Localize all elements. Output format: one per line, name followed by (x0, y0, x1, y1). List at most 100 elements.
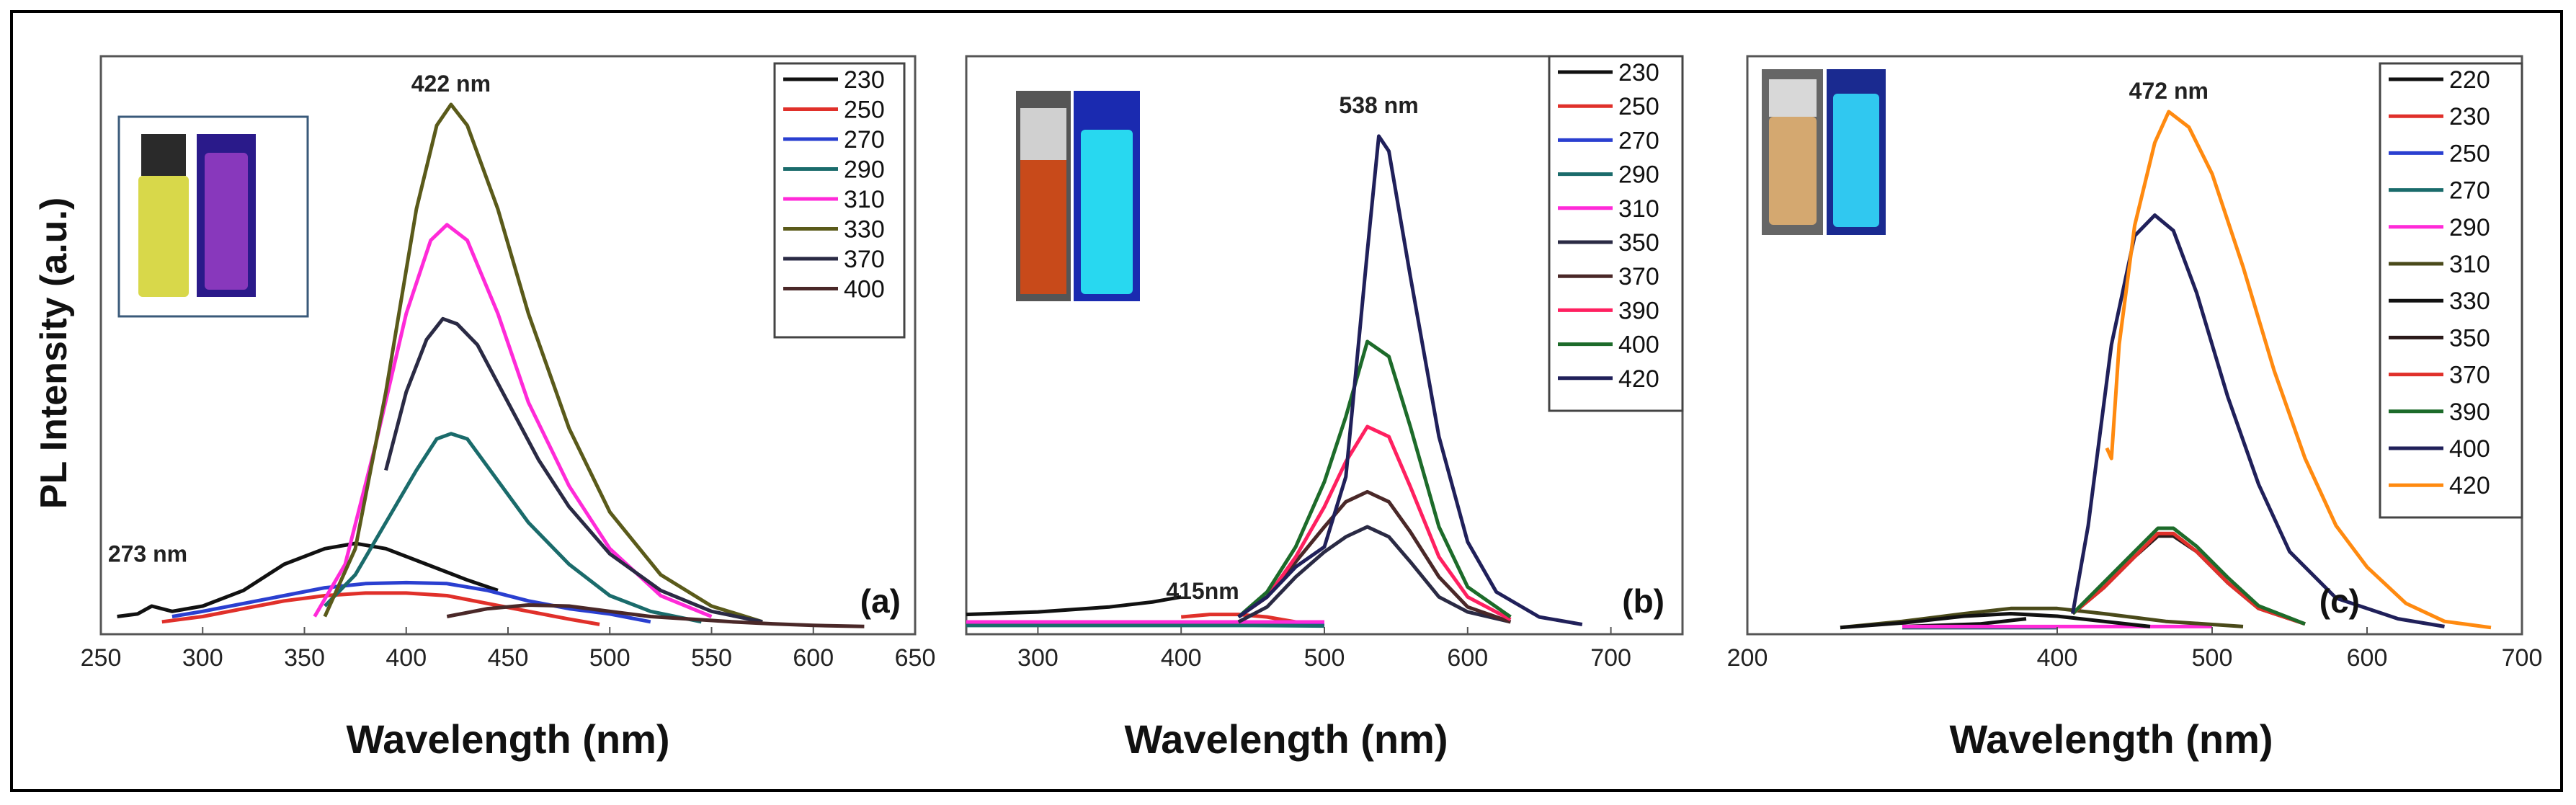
x-tick-label: 600 (793, 644, 834, 672)
legend-entry: 370 (844, 246, 885, 273)
x-tick-label: 650 (895, 644, 936, 672)
panel-b-inset (1016, 91, 1140, 301)
x-tick-label: 700 (2502, 644, 2543, 672)
peak-label: 538 nm (1339, 92, 1418, 118)
peak-label: 415nm (1166, 578, 1239, 604)
peak-label: 273 nm (108, 541, 187, 567)
legend-entry: 390 (2449, 399, 2490, 426)
x-tick-label: 700 (1590, 644, 1631, 672)
vial-yellow (138, 176, 189, 297)
legend-entry: 330 (844, 216, 885, 244)
x-tick-label: 500 (1304, 644, 1345, 672)
legend-entry: 220 (2449, 66, 2490, 94)
series-line-230 (117, 541, 499, 618)
series-line-390 (1237, 424, 1512, 621)
peak-label: 422 nm (411, 71, 491, 97)
series-line-250 (161, 591, 600, 626)
legend-entry: 310 (2449, 251, 2490, 278)
panel-a-xlabel: Wavelength (nm) (346, 716, 669, 762)
panel-b-xlabel: Wavelength (nm) (1124, 716, 1448, 762)
x-tick-label: 600 (2347, 644, 2388, 672)
vial-light-blue (1833, 94, 1879, 227)
legend-entry: 290 (2449, 214, 2490, 241)
series-line-330 (1840, 612, 2151, 630)
x-tick-label: 600 (1447, 644, 1488, 672)
vial-cap (141, 134, 186, 176)
series-line-400 (2071, 213, 2445, 628)
legend-entry: 370 (1618, 263, 1659, 290)
y-axis-label: PL Intensity (a.u.) (33, 197, 75, 509)
x-tick-label: 500 (2192, 644, 2233, 672)
x-tick-label: 300 (1017, 644, 1059, 672)
legend-entry: 250 (844, 97, 885, 124)
legend-entry: 270 (2449, 177, 2490, 205)
panel-c: 472 nm 200 400 500 600 700 Wavelength (nm) (… (1727, 55, 2543, 762)
figure-frame (10, 10, 2563, 792)
legend-entry: 400 (844, 276, 885, 303)
legend-entry: 350 (1618, 229, 1659, 257)
legend-entry: 350 (2449, 324, 2490, 352)
series-line-370 (1237, 489, 1512, 624)
panel-b: 538 nm 415nm 300 400 500 600 700 Wavelength (… (965, 55, 1684, 762)
legend-entry: 250 (1618, 93, 1659, 120)
panel-a: 422 nm 273 nm 250 300 350 400 450 500 550 600 650… (81, 55, 936, 762)
legend-entry: 310 (844, 186, 885, 213)
legend-entry: 230 (2449, 103, 2490, 130)
legend-entry: 400 (2449, 435, 2490, 463)
legend-entry: 250 (2449, 140, 2490, 167)
vial-amber (1769, 117, 1817, 225)
panel-c-legend: 220 230 250 270 290 310 330 350 370 390 400 420 (2379, 62, 2523, 519)
legend-entry: 270 (844, 126, 885, 154)
panel-a-marks: 422 nm 273 nm (108, 71, 865, 628)
x-tick-label: 500 (589, 644, 630, 672)
legend-entry: 420 (2449, 472, 2490, 499)
vial-orange (1020, 160, 1066, 294)
x-tick-label: 550 (691, 644, 732, 672)
x-tick-label: 250 (81, 644, 122, 672)
panel-b-letter: (b) (1622, 582, 1664, 620)
panel-b-legend: 230 250 270 290 310 350 370 390 400 420 (1548, 55, 1684, 412)
series-line-310 (313, 223, 713, 618)
vial-b-cap (1020, 108, 1066, 160)
legend-entry: 420 (1618, 365, 1659, 393)
panel-c-letter: (c) (2319, 582, 2360, 620)
legend-box (2379, 62, 2523, 519)
series-line-350 (1237, 525, 1511, 624)
panel-a-ticks: 250 300 350 400 450 500 550 600 650 (81, 627, 936, 672)
legend-entry: 310 (1618, 195, 1659, 223)
panel-b-ticks: 300 400 500 600 700 (1017, 627, 1631, 672)
panel-a-inset (117, 115, 309, 318)
series-line-420 (2105, 110, 2492, 630)
x-tick-label: 200 (1727, 644, 1768, 672)
peak-label: 472 nm (2129, 78, 2209, 104)
legend-entry: 290 (844, 156, 885, 184)
series-line-400 (1237, 339, 1512, 619)
panel-a-letter: (a) (860, 582, 901, 620)
panel-c-inset (1762, 69, 1886, 235)
series-line-400 (446, 603, 865, 628)
series-line-290 (324, 432, 702, 624)
panel-c-ticks: 200 400 500 600 700 (1727, 627, 2543, 672)
x-tick-label: 300 (182, 644, 223, 672)
series-line-390 (2071, 526, 2306, 626)
x-tick-label: 400 (1161, 644, 1202, 672)
x-tick-label: 400 (385, 644, 427, 672)
legend-box (1548, 55, 1684, 412)
series-line-270 (171, 580, 651, 624)
series-line-370 (384, 316, 763, 624)
x-tick-label: 450 (488, 644, 529, 672)
series-line-330 (323, 102, 763, 624)
x-tick-label: 350 (284, 644, 325, 672)
series-line-230 (966, 595, 1182, 617)
legend-entry: 270 (1618, 127, 1659, 154)
panel-c-xlabel: Wavelength (nm) (1949, 716, 2273, 762)
panel-b-marks: 538 nm 415nm (966, 92, 1583, 628)
vial-purple (205, 153, 248, 290)
x-tick-label: 400 (2037, 644, 2078, 672)
legend-entry: 330 (2449, 288, 2490, 315)
legend-entry: 390 (1618, 297, 1659, 324)
panel-c-marks: 472 nm (1840, 78, 2492, 630)
series-line-420 (1237, 134, 1583, 626)
